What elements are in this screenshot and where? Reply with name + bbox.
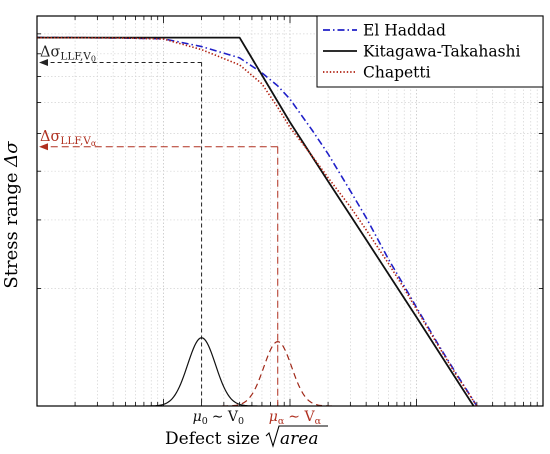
llf-va-label-subsub: α xyxy=(91,139,97,148)
el-haddad-line xyxy=(37,36,478,406)
mu0-label-mu: μ xyxy=(193,409,202,425)
mu0-label-tail-sub: 0 xyxy=(238,416,244,427)
llf-v0-label-sub: LLF,V xyxy=(60,50,91,62)
annotation-layer xyxy=(39,58,334,406)
grid xyxy=(37,16,543,406)
legend-entry-label: Chapetti xyxy=(363,64,431,82)
llf-v0-label-subsub: 0 xyxy=(91,54,96,63)
y-axis-label-text: Stress range xyxy=(1,167,22,289)
sqrt-symbol xyxy=(265,425,328,448)
mua-label: μα ∼ Vα xyxy=(269,409,322,427)
legend-entry-label: Kitagawa-Takahashi xyxy=(363,43,521,61)
chapetti-line xyxy=(37,36,478,406)
mu0-label-tail: ∼ V xyxy=(212,409,239,425)
llf-v0-label-main: Δσ xyxy=(40,44,60,60)
legend: El Haddad Kitagawa-Takahashi Chapetti xyxy=(316,15,544,88)
llf-v0-arrowhead xyxy=(39,58,48,66)
y-axis-label: Stress range Δσ xyxy=(1,141,22,289)
llf-va-label-sub: LLF,V xyxy=(60,135,91,147)
mua-label-tail: ∼ V xyxy=(288,409,315,425)
mua-label-mu: μ xyxy=(269,409,278,425)
distribution-curve-va xyxy=(222,341,334,406)
axis-labels: Defect size Stress range Δσ ΔσLLF,V0ΔσLL… xyxy=(1,44,328,449)
series-layer xyxy=(37,36,478,406)
y-axis-label-math: Δσ xyxy=(1,141,22,168)
x-axis-label: Defect size xyxy=(165,429,260,449)
mu0-label-mu-sub: 0 xyxy=(202,416,208,427)
plot-frame xyxy=(36,15,544,407)
mua-label-mu-sub: α xyxy=(278,416,285,427)
mua-label-tail-sub: α xyxy=(315,416,322,427)
llf-va-arrowhead xyxy=(39,143,48,151)
llf-va-label-main: Δσ xyxy=(40,129,60,145)
legend-entry-label: El Haddad xyxy=(363,22,446,40)
llf-v0-label: ΔσLLF,V0 xyxy=(40,44,96,63)
distribution-curve-v0 xyxy=(145,337,258,406)
llf-va-label: ΔσLLF,Vα xyxy=(40,129,97,148)
kitagawa-takahashi-line xyxy=(37,36,475,406)
x-axis-label-math: area xyxy=(280,429,318,449)
mu0-label: μ0 ∼ V0 xyxy=(193,409,245,427)
